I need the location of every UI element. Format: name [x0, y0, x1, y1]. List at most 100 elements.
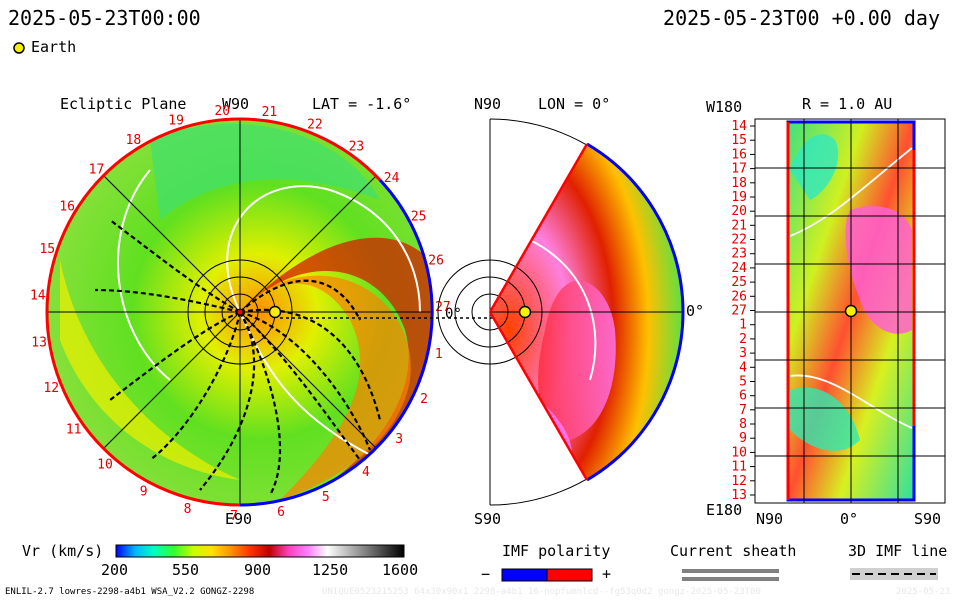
- sphere-x-label-n90: N90: [756, 510, 784, 528]
- imf-line-swatch: [850, 568, 938, 580]
- imf-polarity-bar: [501, 568, 593, 582]
- rim-number: 12: [43, 381, 59, 396]
- meridional-lon-label: LON = 0°: [538, 95, 611, 113]
- colorbar-tick-1600: 1600: [382, 561, 419, 579]
- rotation-number: 25: [731, 275, 747, 290]
- rotation-number: 16: [731, 147, 747, 162]
- ecliptic-top-label: W90: [222, 95, 250, 113]
- sphere-rotation-numbers: 1415161718192021222324252627123456789101…: [731, 119, 755, 503]
- rotation-number: 20: [731, 204, 747, 219]
- earth-marker-icon: [13, 42, 25, 54]
- meridional-panel: [437, 118, 685, 506]
- rotation-number: 21: [731, 218, 747, 233]
- rim-number: 13: [31, 335, 47, 350]
- rotation-number: 26: [731, 289, 747, 304]
- imf-polarity-plus: +: [602, 565, 612, 583]
- rotation-number: 17: [731, 162, 747, 177]
- rim-number: 3: [395, 432, 403, 447]
- rim-number: 14: [30, 288, 46, 303]
- rotation-number: 7: [739, 403, 747, 418]
- ecliptic-title: Ecliptic Plane: [60, 95, 187, 113]
- rotation-number: 9: [739, 431, 747, 446]
- rim-number: 4: [362, 465, 370, 480]
- rim-number: 5: [322, 490, 330, 505]
- ecliptic-lat-label: LAT = -1.6°: [312, 95, 412, 113]
- imf-polarity-minus: −: [481, 565, 491, 583]
- rotation-number: 1: [739, 318, 747, 333]
- imf-polarity-label: IMF polarity: [502, 542, 611, 560]
- rim-number: 20: [214, 104, 230, 119]
- rotation-number: 18: [731, 176, 747, 191]
- rotation-number: 15: [731, 133, 747, 148]
- rotation-number: 14: [731, 119, 747, 134]
- right-timestamp: 2025-05-23T00 +0.00 day: [663, 6, 940, 30]
- rim-number: 8: [184, 502, 192, 517]
- rotation-number: 23: [731, 247, 747, 262]
- colorbar-tick-1250: 1250: [312, 561, 349, 579]
- meridional-bottom-label: S90: [474, 510, 502, 528]
- earth-marker-ecliptic: [268, 305, 282, 319]
- rotation-number: 8: [739, 417, 747, 432]
- rim-number: 19: [168, 113, 184, 128]
- rim-number: 1: [435, 347, 443, 362]
- left-timestamp: 2025-05-23T00:00: [8, 6, 201, 30]
- rim-number: 24: [384, 171, 400, 186]
- rotation-number: 5: [739, 375, 747, 390]
- model-info: ENLIL-2.7 lowres-2298-a4b1 WSA_V2.2 GONG…: [5, 587, 255, 597]
- rotation-number: 4: [739, 360, 747, 375]
- rotation-number: 13: [731, 488, 747, 503]
- earth-legend-label: Earth: [31, 38, 77, 56]
- colorbar: [115, 544, 405, 558]
- rim-number: 10: [97, 458, 113, 473]
- rim-number: 6: [277, 505, 285, 520]
- rim-number: 11: [66, 422, 82, 437]
- run-id: UNIQUE0523215253 64x30x90x1 2298-a4b1 16…: [322, 587, 761, 597]
- rim-number: 23: [349, 140, 365, 155]
- rim-number: 7: [230, 509, 238, 524]
- rotation-number: 2: [739, 332, 747, 347]
- ecliptic-right-label: 0°: [445, 306, 462, 322]
- current-sheath-swatch: [682, 569, 779, 581]
- rim-number: 9: [140, 485, 148, 500]
- earth-marker-sphere: [844, 304, 858, 318]
- rotation-number: 19: [731, 190, 747, 205]
- meridional-rim: [586, 142, 685, 482]
- ecliptic-rim-positive: [239, 178, 434, 507]
- rim-number: 27: [435, 300, 451, 315]
- rotation-number: 24: [731, 261, 747, 276]
- ecliptic-rim-negative: [45, 117, 241, 507]
- colorbar-tick-900: 900: [244, 561, 272, 579]
- earth-marker-meridional: [518, 305, 532, 319]
- meridional-top-label: N90: [474, 95, 502, 113]
- current-sheath-label: Current sheath: [670, 542, 797, 560]
- rim-number: 21: [262, 105, 278, 120]
- sphere-bottom-left-label: E180: [706, 501, 743, 519]
- rotation-number: 27: [731, 304, 747, 319]
- rim-number: 25: [411, 210, 427, 225]
- rim-number: 15: [39, 242, 55, 257]
- colorbar-label: Vr (km/s): [22, 542, 104, 560]
- sphere-r-label: R = 1.0 AU: [802, 95, 893, 113]
- rotation-number: 10: [731, 445, 747, 460]
- rotation-number: 6: [739, 389, 747, 404]
- ecliptic-bottom-label: E90: [225, 510, 253, 528]
- rim-number: 26: [428, 254, 444, 269]
- run-date: 2025-05-23: [896, 587, 951, 597]
- rim-number: 2: [420, 392, 428, 407]
- imf-line-label: 3D IMF line: [848, 542, 948, 560]
- colorbar-tick-550: 550: [172, 561, 200, 579]
- rim-number: 22: [307, 117, 323, 132]
- rim-number: 17: [89, 163, 105, 178]
- rotation-number: 22: [731, 233, 747, 248]
- meridional-right-label: 0°: [686, 302, 705, 320]
- sphere-panel: 1415161718192021222324252627123456789101…: [731, 118, 946, 504]
- rotation-number: 3: [739, 346, 747, 361]
- rotation-number: 12: [731, 474, 747, 489]
- sphere-x-label-s90: S90: [914, 510, 942, 528]
- colorbar-tick-200: 200: [101, 561, 129, 579]
- ecliptic-rim-numbers: 20 21222324252627123456789101112131415161…: [30, 104, 451, 524]
- sun-marker: [236, 308, 244, 316]
- sphere-top-left-label: W180: [706, 98, 743, 116]
